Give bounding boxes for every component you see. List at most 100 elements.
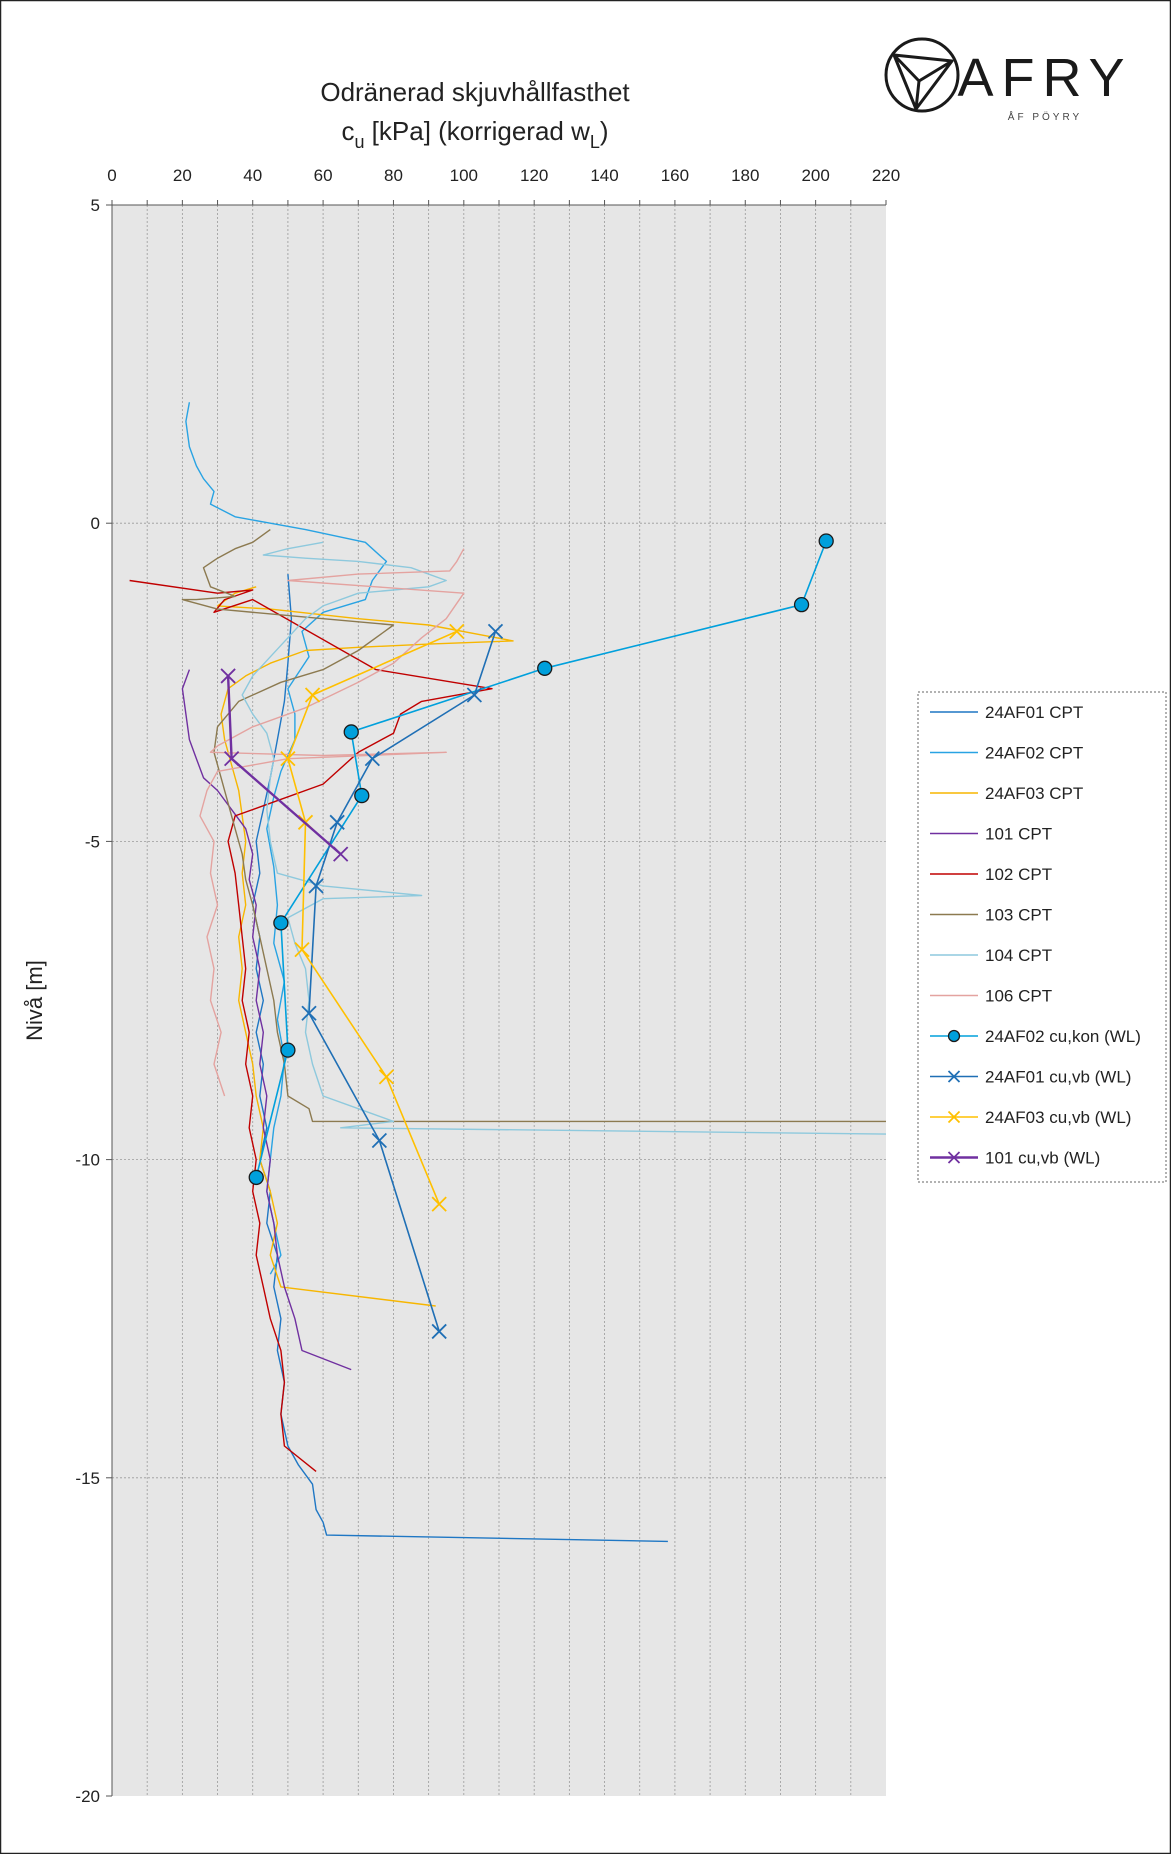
legend-label: 24AF03 CPT [985, 784, 1083, 803]
y-axis-label: Nivå [m] [22, 960, 47, 1041]
series-line [181, 529, 886, 1123]
x-marker-stroke [304, 687, 321, 703]
series-line [216, 586, 514, 1307]
data-point [431, 1323, 447, 1340]
axes: 0 20 40 60 80 100 120 140 160 180 200 22050-5-10-15… [75, 166, 900, 1806]
legend-item: 106 CPT [930, 987, 1052, 1006]
series-line [241, 541, 887, 1135]
x-marker-stroke [487, 623, 504, 640]
legend-label: 104 CPT [985, 946, 1052, 965]
legend-item: 24AF03 cu,vb (WL) [930, 1108, 1131, 1127]
x-marker-stroke [364, 751, 380, 767]
x-tick-label: 60 [314, 166, 333, 185]
series-line [255, 540, 827, 1178]
x-marker-stroke [947, 1110, 961, 1124]
data-point [301, 1005, 317, 1021]
x-marker-stroke [333, 846, 349, 862]
series-24af01-cu-vb-wl- [301, 623, 504, 1340]
x-tick-label: 20 [173, 166, 192, 185]
y-tick-label: 5 [91, 196, 100, 215]
series-line [185, 402, 388, 1275]
x-tick-label: 80 [384, 166, 403, 185]
legend-item: 102 CPT [930, 865, 1052, 884]
data-point [329, 814, 345, 830]
x-marker-stroke [431, 1196, 447, 1212]
legend-box [917, 691, 1167, 1183]
series-104-cpt [241, 541, 887, 1135]
x-tick-label: 0 [107, 166, 116, 185]
data-point [431, 1196, 447, 1212]
legend-item: 24AF03 CPT [930, 784, 1083, 803]
x-marker-stroke [947, 1070, 961, 1083]
legend-item: 24AF01 cu,vb (WL) [930, 1068, 1131, 1087]
data-point [793, 597, 810, 613]
data-point [280, 751, 296, 767]
series-24af03-cpt [216, 586, 514, 1307]
series-24af02-cu-kon-wl- [248, 533, 834, 1186]
data-point [364, 751, 380, 767]
series-24af01-cpt [252, 574, 668, 1543]
legend-marker [947, 1029, 961, 1043]
y-tick-label: -10 [75, 1151, 100, 1170]
x-marker-stroke [947, 1151, 961, 1164]
data-point [220, 668, 236, 684]
legend: 24AF01 CPT 24AF02 CPT 24AF03 CPT 101 CPT 102… [917, 691, 1167, 1183]
legend-label: 24AF02 CPT [985, 744, 1083, 763]
data-point [304, 687, 321, 703]
legend-marker [947, 1070, 961, 1083]
data-point [273, 915, 289, 931]
legend-item: 104 CPT [930, 946, 1052, 965]
legend-label: 24AF01 cu,vb (WL) [985, 1068, 1131, 1087]
legend-label: 24AF03 cu,vb (WL) [985, 1108, 1131, 1127]
legend-item: 24AF01 CPT [930, 703, 1083, 722]
legend-marker [947, 1110, 961, 1124]
legend-label: 101 cu,vb (WL) [985, 1149, 1100, 1168]
data-point [223, 751, 240, 767]
x-tick-label: 200 [801, 166, 829, 185]
x-tick-label: 100 [450, 166, 478, 185]
legend-item: 101 CPT [930, 825, 1052, 844]
afry-logo-text: AFRY [957, 48, 1132, 108]
series-102-cpt [129, 579, 493, 1472]
x-marker-stroke [431, 1323, 447, 1340]
x-marker-stroke [301, 1005, 317, 1021]
data-point [280, 1042, 296, 1058]
x-marker-stroke [280, 751, 296, 767]
legend-label: 24AF02 cu,kon (WL) [985, 1027, 1141, 1046]
legend-item: 24AF02 CPT [930, 744, 1083, 763]
data-point [818, 533, 834, 549]
y-tick-label: 0 [91, 514, 100, 533]
series-layer [129, 402, 887, 1543]
x-marker-stroke [308, 878, 324, 894]
x-tick-label: 40 [243, 166, 262, 185]
x-tick-label: 120 [520, 166, 548, 185]
data-point [333, 846, 349, 862]
legend-label: 106 CPT [985, 987, 1052, 1006]
series-101-cu-vb-wl- [220, 668, 349, 862]
afry-logo-subtext: ÅF PÖYRY [1008, 110, 1082, 123]
series-line [308, 631, 497, 1332]
y-tick-label: -20 [75, 1787, 100, 1806]
legend-item: 103 CPT [930, 906, 1052, 925]
data-point [487, 623, 504, 640]
x-marker-stroke [371, 1132, 388, 1149]
data-point [537, 660, 553, 676]
series-106-cpt [199, 548, 465, 1097]
data-point [378, 1069, 395, 1085]
data-point [248, 1169, 264, 1186]
chart-title-line2: cu [kPa] (korrigerad wL) [341, 116, 608, 152]
series-101-cpt [181, 669, 352, 1371]
x-marker-stroke [449, 623, 465, 640]
data-point [354, 787, 370, 804]
x-marker-stroke [220, 668, 236, 684]
x-tick-label: 180 [731, 166, 759, 185]
legend-item: 24AF02 cu,kon (WL) [930, 1027, 1141, 1046]
legend-label: 103 CPT [985, 906, 1052, 925]
series-24af02-cpt [185, 402, 388, 1275]
x-marker-stroke [378, 1069, 395, 1085]
data-point [449, 623, 465, 640]
x-marker-stroke [466, 687, 483, 703]
legend-item: 101 cu,vb (WL) [930, 1149, 1100, 1168]
legend-label: 101 CPT [985, 825, 1052, 844]
